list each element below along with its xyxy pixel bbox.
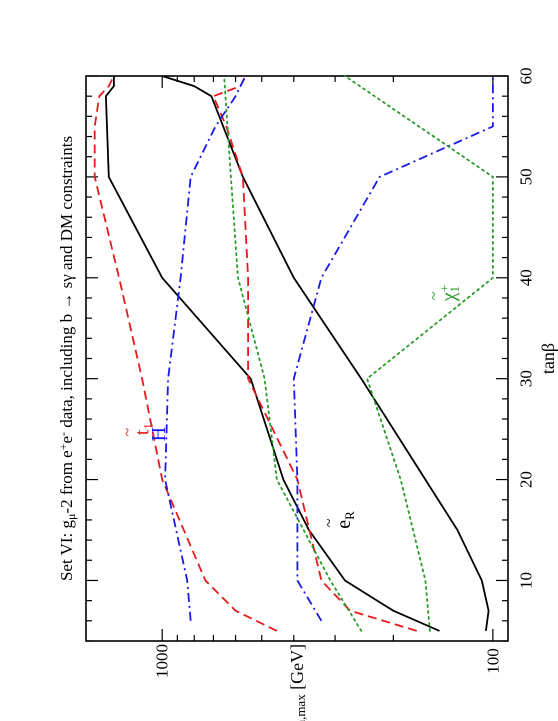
- series-line-slepton_max: [105, 76, 440, 632]
- title-part: -2 from e: [57, 450, 76, 513]
- series-line-slepton_min: [161, 75, 490, 632]
- y-tick-label: 100: [483, 648, 502, 674]
- annotation-label: χ+1: [438, 284, 462, 302]
- x-tick-label: 50: [517, 168, 536, 185]
- series-group: [93, 75, 494, 632]
- y-tick-label: 1000: [153, 644, 172, 678]
- annotation-label: t1: [132, 423, 156, 435]
- annotation-accent: ~: [426, 291, 443, 300]
- annotation-accent: ~: [321, 518, 338, 527]
- annotation-chargino: χ+1~: [426, 284, 462, 302]
- annotation-higgs: H: [148, 427, 170, 441]
- title-part: μ: [64, 514, 78, 520]
- annotation-label: eR: [333, 511, 357, 529]
- x-tick-label: 40: [517, 269, 536, 286]
- x-axis-label: tanβ: [538, 343, 558, 374]
- title-part: data, including b → sγ and DM constraint…: [57, 136, 76, 432]
- title-part: Set VI: g: [57, 519, 76, 581]
- axis-ticks: [86, 75, 508, 642]
- x-tick-label: 20: [517, 471, 536, 488]
- series-line-stop_max: [93, 75, 278, 632]
- series-line-stop_min: [212, 75, 417, 632]
- annotation-label: H: [148, 427, 170, 441]
- x-tick-label: 30: [517, 370, 536, 387]
- title-part: e: [57, 436, 76, 444]
- title-part: -: [56, 432, 70, 436]
- annotation-stop: t1~: [120, 423, 156, 436]
- annotation-accent: ~: [120, 427, 137, 436]
- title-part: +: [56, 443, 70, 450]
- y-axis-label: mmin,max [GeV]: [287, 644, 308, 721]
- series-line-chargino_min: [344, 75, 494, 632]
- x-tick-label: 60: [517, 68, 536, 85]
- annotation-slepton: eR~: [321, 511, 357, 529]
- x-tick-label: 10: [517, 572, 536, 589]
- series-line-higgs_max: [164, 75, 247, 621]
- series-line-chargino_max: [223, 75, 363, 632]
- series-line-higgs_min: [292, 76, 494, 622]
- chart-title: Set VI: gμ-2 from e+e- data, including b…: [56, 136, 78, 581]
